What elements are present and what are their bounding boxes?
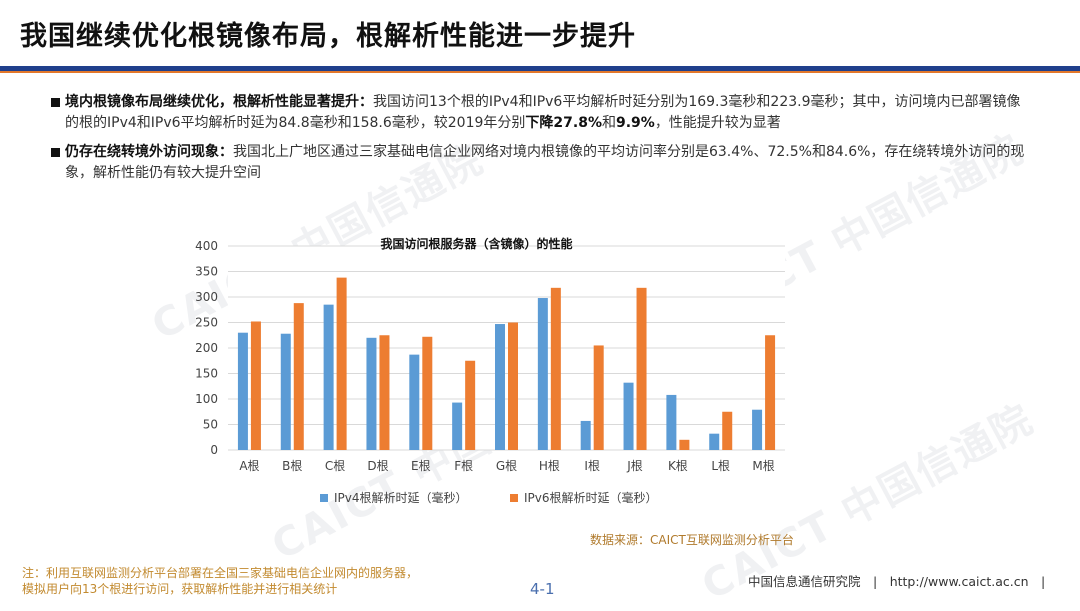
bar-ipv6 (465, 360, 476, 450)
bar-ipv6 (679, 439, 690, 450)
bullet-item: 仍存在绕转境外访问现象：我国北上广地区通过三家基础电信企业网络对境内根镜像的平均… (51, 142, 1025, 184)
bar-ipv4 (752, 409, 763, 450)
bar-ipv6 (508, 322, 518, 450)
x-tick-label: F根 (454, 459, 473, 473)
bullet-item: 境内根镜像布局继续优化，根解析性能显著提升：我国访问13个根的IPv4和IPv6… (51, 92, 1025, 134)
legend-label: IPv6根解析时延（毫秒） (524, 490, 658, 505)
bullet-text: 我国访问13个根的IPv4和IPv6平均解析时延分别为169.3毫秒和223.9… (65, 94, 1021, 131)
bar-ipv6 (379, 335, 390, 450)
bar-ipv6 (293, 303, 304, 450)
footer-org: 中国信息通信研究院 | http://www.caict.ac.cn | (748, 574, 1046, 589)
y-tick-label: 200 (195, 341, 218, 355)
y-tick-label: 150 (195, 367, 218, 381)
footnote: 注：利用互联网监测分析平台部署在全国三家基础电信企业网内的服务器， 模拟用户向1… (22, 565, 418, 597)
x-tick-label: C根 (325, 459, 345, 473)
root-latency-chart: 0 50 100 150 200 250 300 350 400 A根 B根 C根 D根 E根 F根 G根 H根… (195, 236, 785, 505)
bar-ipv4 (537, 298, 548, 450)
bullet-text: 我国北上广地区通过三家基础电信企业网络对境内根镜像的平均访问率分别是63.4%、… (65, 144, 1025, 181)
bar-ipv4 (495, 324, 505, 450)
bar-ipv6 (550, 287, 561, 450)
title-accent-rule (0, 71, 1080, 73)
bar-ipv6 (336, 277, 347, 450)
y-tick-label: 300 (195, 290, 218, 304)
bar-ipv6 (593, 345, 604, 450)
bullet-list: 境内根镜像布局继续优化，根解析性能显著提升：我国访问13个根的IPv4和IPv6… (51, 92, 1025, 192)
x-tick-label: D根 (367, 459, 388, 473)
page-number: 4-1 (530, 580, 555, 598)
bar-ipv4 (623, 382, 634, 450)
bar-ipv4 (280, 333, 291, 450)
bullet-text: ，性能提升较为显著 (654, 115, 781, 131)
footnote-line: 模拟用户向13个根进行访问，获取解析性能并进行相关统计 (22, 582, 338, 596)
chart-title: 我国访问根服务器（含镜像）的性能 (380, 236, 572, 251)
page-title: 我国继续优化根镜像布局，根解析性能进一步提升 (20, 21, 636, 52)
bar-ipv6 (722, 411, 733, 450)
bullet-text: 和 (601, 115, 616, 131)
bar-ipv4 (580, 420, 591, 450)
bar-ipv6 (422, 336, 433, 450)
x-tick-label: H根 (539, 459, 560, 473)
bar-ipv6 (765, 335, 776, 450)
bullet-highlight: 下降27.8% (525, 115, 602, 131)
bar-ipv6 (250, 321, 261, 450)
x-tick-label: K根 (668, 459, 688, 473)
data-source: 数据来源：CAICT互联网监测分析平台 (590, 533, 794, 547)
bullet-square (51, 98, 60, 107)
bar-ipv4 (237, 332, 248, 450)
x-tick-label: B根 (282, 459, 302, 473)
bar-ipv4 (709, 433, 720, 450)
bar-ipv4 (452, 402, 463, 450)
y-tick-label: 250 (195, 316, 218, 330)
bullet-lead: 仍存在绕转境外访问现象： (65, 144, 233, 160)
bar-ipv4 (323, 304, 334, 450)
x-tick-label: J根 (626, 459, 643, 473)
bar-ipv4 (366, 337, 377, 450)
y-tick-label: 0 (210, 443, 218, 457)
x-tick-label: G根 (496, 459, 517, 473)
bar-ipv4 (409, 354, 420, 450)
y-tick-label: 400 (195, 239, 218, 253)
x-tick-label: I根 (584, 459, 600, 473)
x-tick-label: E根 (411, 459, 431, 473)
legend-swatch (510, 494, 518, 502)
bar-ipv4 (666, 394, 677, 450)
legend-label: IPv4根解析时延（毫秒） (334, 490, 468, 505)
y-tick-label: 100 (195, 392, 218, 406)
x-tick-label: L根 (711, 459, 730, 473)
y-tick-label: 50 (203, 418, 218, 432)
title-rule (0, 66, 1080, 71)
footnote-line: 注：利用互联网监测分析平台部署在全国三家基础电信企业网内的服务器， (22, 566, 419, 580)
x-tick-label: A根 (239, 459, 259, 473)
y-tick-label: 350 (195, 265, 218, 279)
bullet-lead: 境内根镜像布局继续优化，根解析性能显著提升： (65, 94, 373, 110)
bullet-highlight: 9.9% (615, 115, 655, 131)
legend-swatch (320, 494, 328, 502)
bar-ipv6 (636, 287, 647, 450)
x-tick-label: M根 (752, 459, 774, 473)
bullet-square (51, 148, 60, 157)
